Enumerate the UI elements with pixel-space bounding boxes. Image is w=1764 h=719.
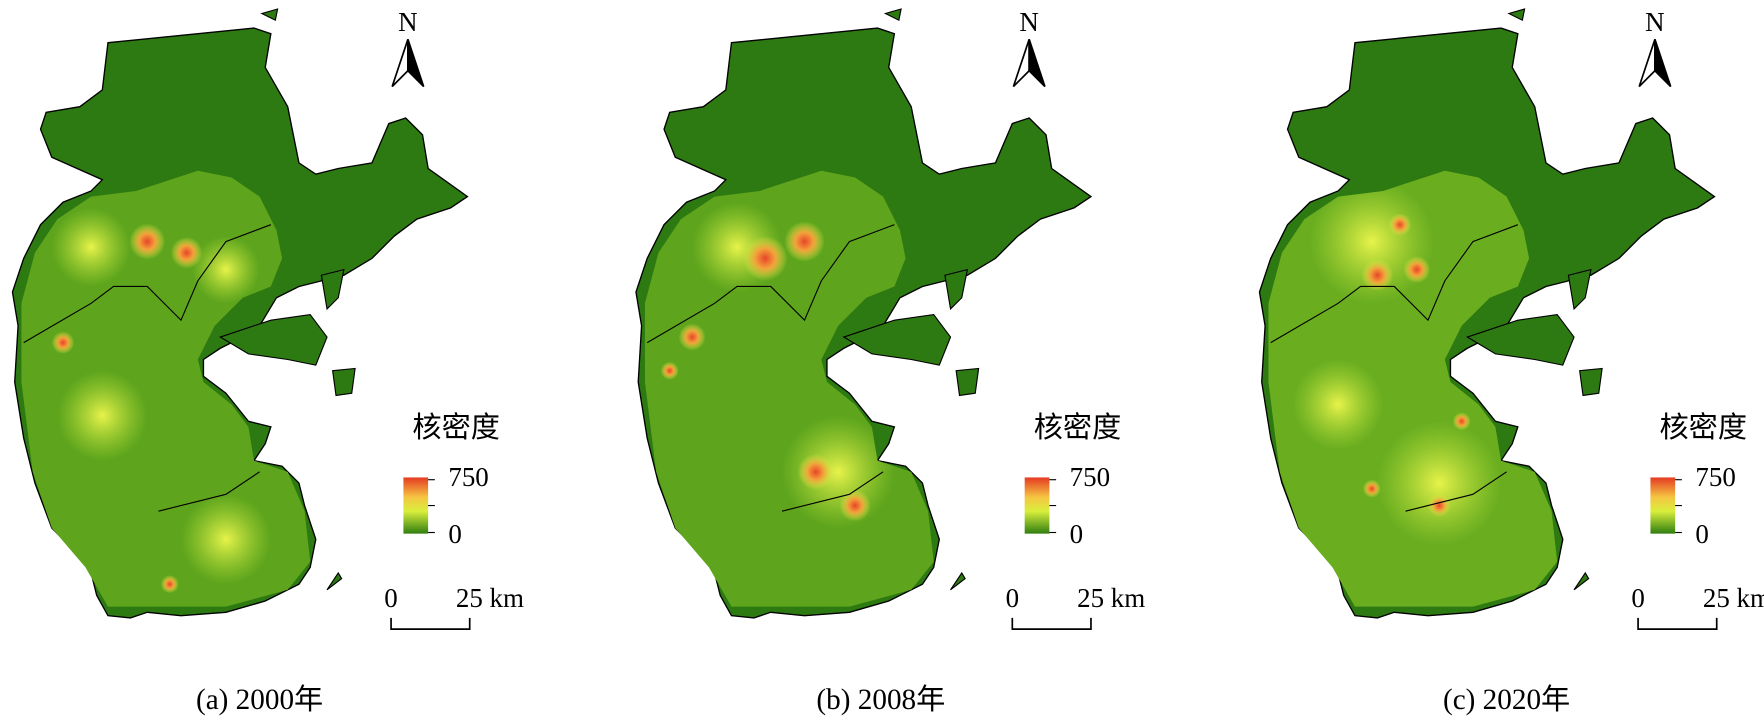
scale-start: 0	[384, 583, 397, 613]
legend-ramp	[1650, 477, 1676, 534]
scale-bar	[1637, 617, 1718, 630]
legend-max: 750	[1070, 462, 1110, 492]
north-label: N	[398, 7, 417, 37]
legend-title: 核密度	[412, 411, 500, 444]
north-label: N	[1645, 7, 1664, 37]
panel-caption: (b) 2008年	[816, 683, 945, 716]
legend-max: 750	[1695, 462, 1735, 492]
scale-end: 25 km	[456, 583, 524, 613]
panel-annotations: N 核密度 750 0 0 25 km (c) 2020年	[1443, 7, 1764, 716]
legend-ramp	[403, 477, 429, 534]
map-panel	[11, 8, 469, 619]
north-arrow-left	[391, 39, 409, 88]
north-arrow-right	[1028, 39, 1046, 88]
scale-end: 25 km	[1703, 583, 1764, 613]
north-arrow-left	[1638, 39, 1656, 88]
map-panel	[1258, 8, 1716, 619]
legend-min: 0	[448, 519, 461, 549]
map-panel	[635, 8, 1092, 619]
scale-bar	[1011, 617, 1092, 630]
north-arrow-right	[407, 39, 425, 88]
scale-start: 0	[1631, 583, 1644, 613]
north-arrow-left	[1012, 39, 1031, 88]
north-arrow-right	[1654, 39, 1672, 88]
panel-caption: (a) 2000年	[196, 683, 323, 716]
panel-annotations: N 核密度 750 0 0 25 km (b) 2008年	[816, 7, 1145, 716]
legend-title: 核密度	[1034, 411, 1122, 444]
maps	[11, 8, 1716, 619]
legend-max: 750	[448, 462, 488, 492]
north-label: N	[1019, 7, 1038, 37]
panel-caption: (c) 2020年	[1443, 683, 1570, 716]
legend-min: 0	[1695, 519, 1708, 549]
legend-ramp	[1024, 477, 1050, 534]
legend-min: 0	[1070, 519, 1083, 549]
scale-end: 25 km	[1077, 583, 1145, 613]
scale-bar	[390, 617, 471, 630]
panel-annotations: N 核密度 750 0 0 25 km (a) 2000年	[196, 7, 524, 716]
legend-title: 核密度	[1659, 411, 1747, 444]
scale-start: 0	[1006, 583, 1019, 613]
